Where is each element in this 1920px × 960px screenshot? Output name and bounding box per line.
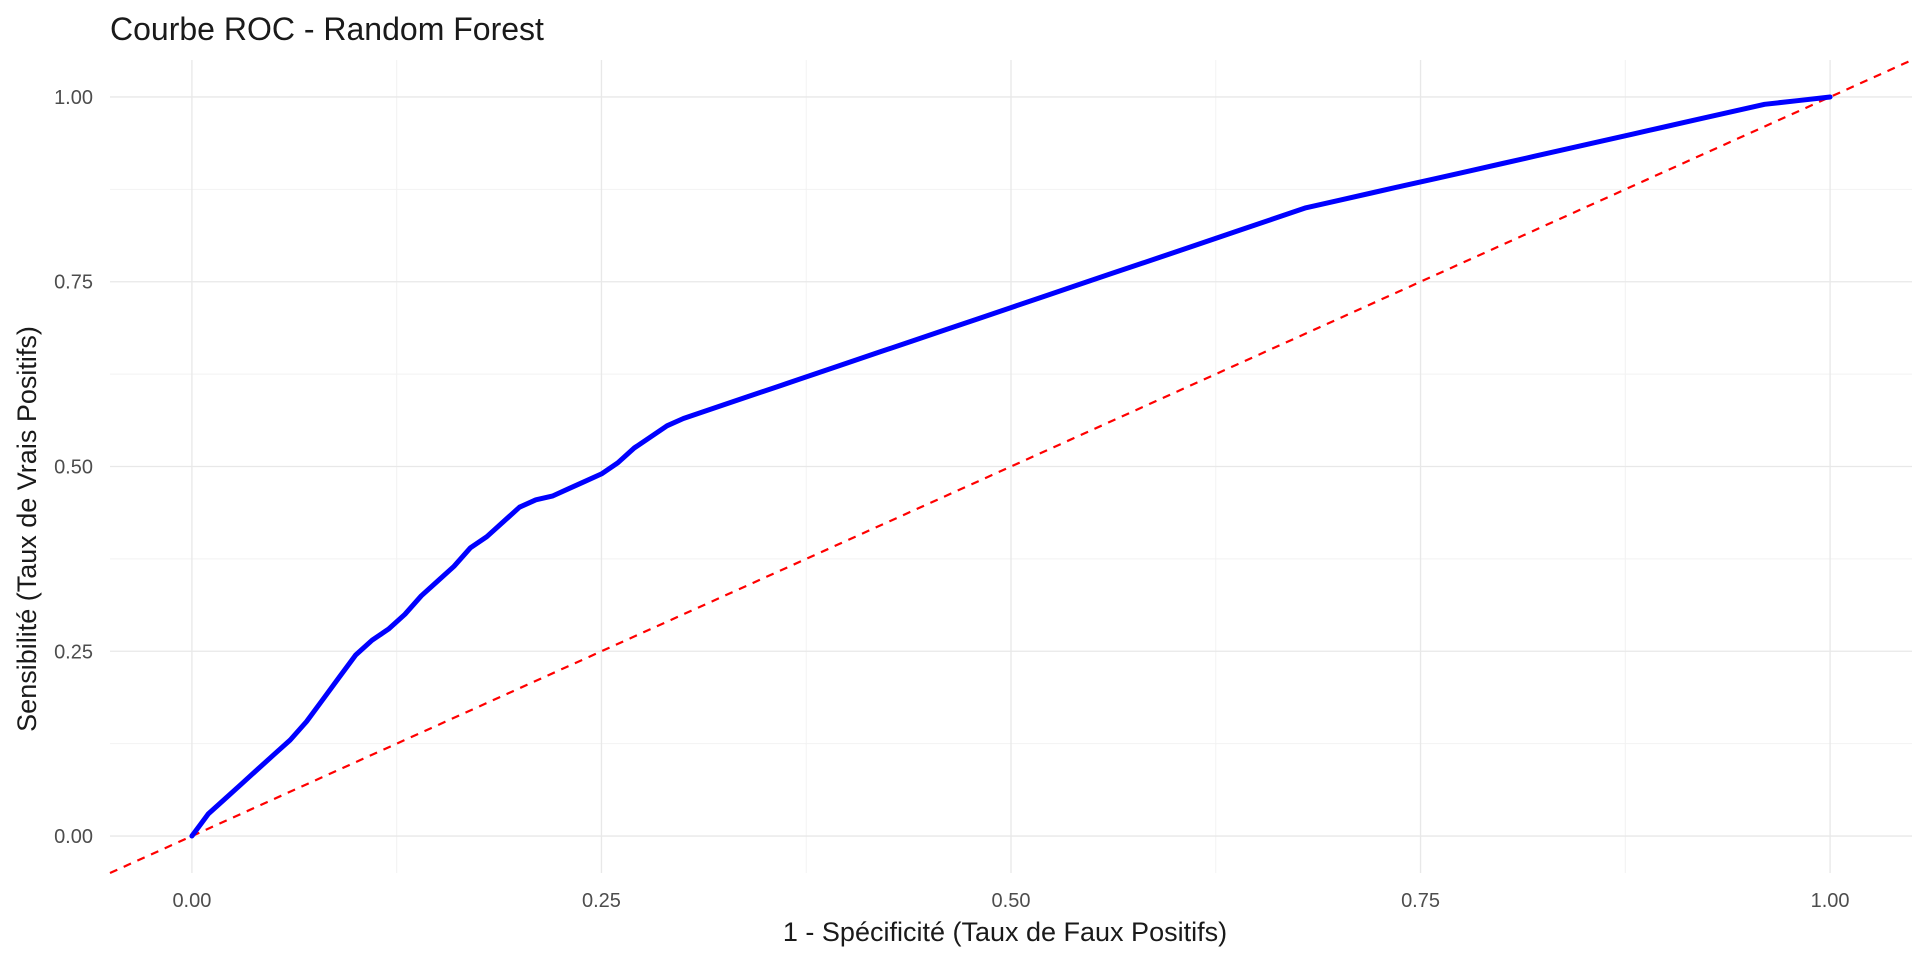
y-tick-label: 0.00 <box>54 826 93 848</box>
y-tick-label: 0.25 <box>54 641 93 663</box>
x-tick-label: 0.00 <box>172 890 211 912</box>
x-tick-label: 1.00 <box>1811 890 1850 912</box>
y-tick-label: 0.75 <box>54 272 93 294</box>
x-tick-label: 0.75 <box>1401 890 1440 912</box>
y-tick-label: 0.50 <box>54 457 93 479</box>
x-tick-label: 0.25 <box>582 890 621 912</box>
grid-lines <box>110 60 1912 873</box>
series-layer <box>109 58 1913 875</box>
y-axis-title: Sensibilité (Taux de Vrais Positifs) <box>12 326 42 732</box>
tick-labels: 0.00 0.25 0.50 0.75 1.00 0.00 0.25 0.50 0.75 1.00 <box>54 87 1849 912</box>
y-tick-label: 1.00 <box>54 87 93 109</box>
x-tick-label: 0.50 <box>992 890 1031 912</box>
chart-title: Courbe ROC - Random Forest <box>110 11 544 47</box>
x-axis-title: 1 - Spécificité (Taux de Faux Positifs) <box>783 917 1227 947</box>
roc-curve-line <box>189 94 1833 839</box>
